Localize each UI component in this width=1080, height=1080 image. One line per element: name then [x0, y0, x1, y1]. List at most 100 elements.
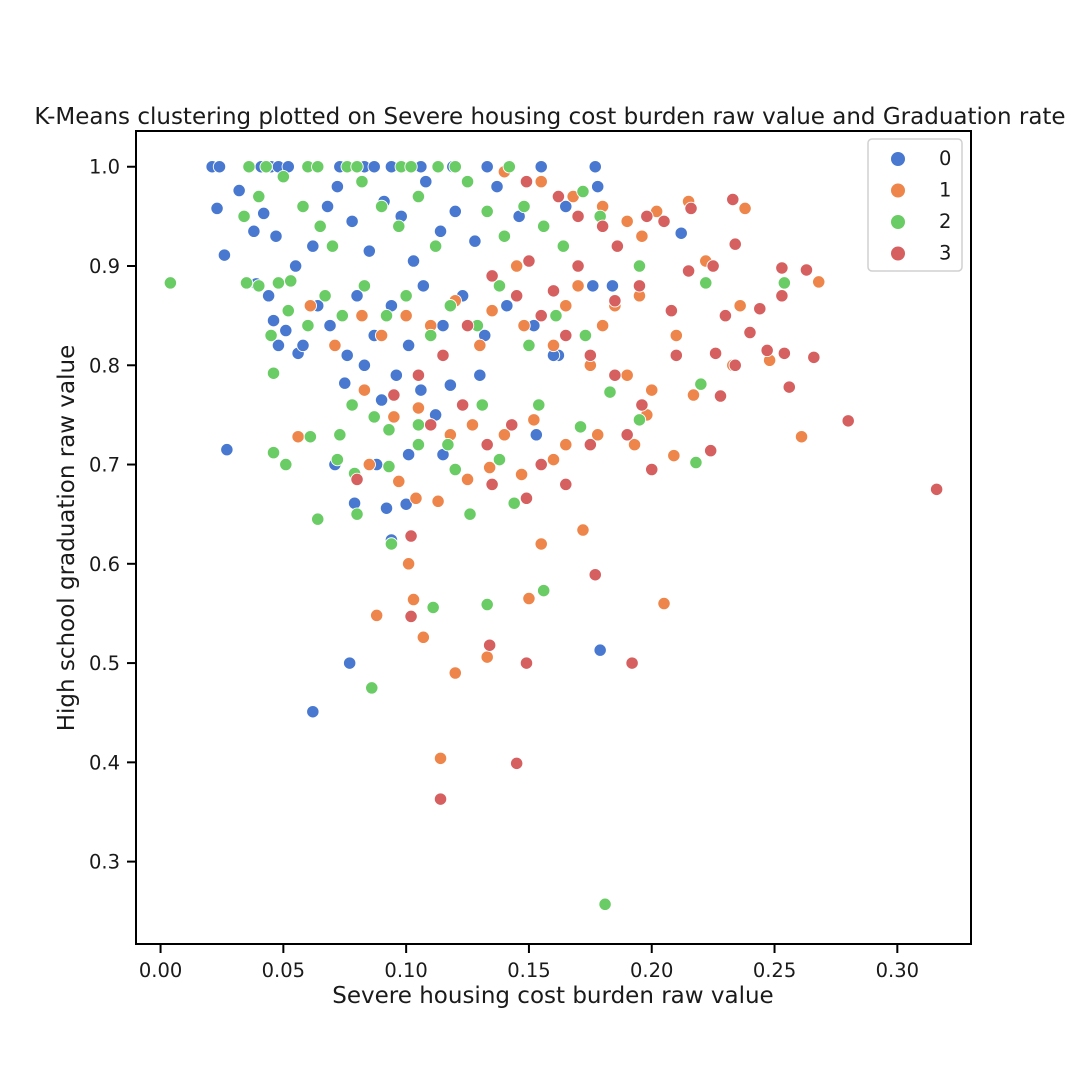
- data-point-cluster-2: [502, 160, 516, 174]
- data-point-cluster-2: [463, 507, 477, 521]
- data-point-cluster-3: [505, 418, 519, 432]
- data-point-cluster-0: [269, 229, 283, 243]
- data-point-cluster-1: [794, 430, 809, 444]
- data-point-cluster-2: [426, 600, 440, 615]
- data-point-cluster-3: [571, 209, 585, 224]
- data-point-cluster-0: [586, 279, 600, 293]
- data-point-cluster-1: [514, 467, 529, 482]
- data-point-cluster-1: [328, 338, 342, 353]
- x-axis-ticks: 0.00 0.05 0.10 0.15 0.20 0.25 0.30: [139, 944, 919, 982]
- data-point-cluster-2: [237, 209, 251, 224]
- data-point-cluster-0: [296, 338, 310, 353]
- data-point-cluster-1: [517, 318, 531, 333]
- data-point-cluster-1: [399, 308, 413, 323]
- data-point-cluster-2: [411, 438, 426, 452]
- data-point-cluster-1: [635, 229, 649, 243]
- data-point-cluster-1: [431, 494, 445, 508]
- data-point-cluster-3: [480, 438, 494, 452]
- data-point-cluster-0: [350, 289, 364, 303]
- data-point-cluster-0: [343, 656, 357, 670]
- data-point-cluster-0: [401, 338, 416, 353]
- x-tick-label: 0.10: [384, 959, 427, 982]
- data-point-cluster-3: [551, 189, 566, 204]
- data-point-cluster-3: [522, 254, 536, 268]
- data-point-cluster-3: [411, 368, 426, 382]
- data-point-cluster-0: [468, 234, 482, 248]
- chart-title: K-Means clustering plotted on Severe hou…: [34, 104, 1065, 130]
- data-point-cluster-2: [424, 328, 438, 343]
- data-point-cluster-0: [220, 442, 234, 457]
- data-point-cluster-1: [645, 383, 659, 397]
- data-point-cluster-0: [401, 447, 416, 462]
- data-point-cluster-3: [807, 350, 821, 364]
- data-point-cluster-2: [252, 189, 266, 204]
- data-point-cluster-2: [507, 496, 521, 510]
- data-point-cluster-1: [291, 430, 305, 444]
- data-point-cluster-3: [559, 328, 573, 343]
- legend: 0 1 2 3: [867, 138, 963, 272]
- data-point-cluster-1: [480, 650, 494, 664]
- data-point-cluster-0: [217, 248, 232, 262]
- data-point-cluster-3: [404, 609, 418, 624]
- data-point-cluster-0: [416, 279, 430, 293]
- data-point-cluster-0: [588, 160, 602, 174]
- data-point-cluster-2: [689, 455, 703, 470]
- data-point-cluster-3: [620, 428, 634, 442]
- data-point-cluster-3: [777, 346, 792, 361]
- data-point-cluster-2: [694, 377, 708, 391]
- data-point-cluster-1: [812, 275, 826, 289]
- plot-area: [135, 130, 972, 945]
- data-point-cluster-2: [480, 597, 494, 612]
- data-point-cluster-3: [684, 201, 698, 216]
- data-point-cluster-3: [519, 491, 534, 505]
- x-tick-label: 0.15: [507, 959, 550, 982]
- legend-marker-1: [890, 182, 906, 199]
- data-point-cluster-0: [593, 643, 607, 657]
- data-point-cluster-2: [492, 279, 507, 293]
- data-point-cluster-3: [728, 358, 742, 372]
- data-point-cluster-1: [406, 592, 421, 607]
- data-point-cluster-0: [212, 160, 227, 174]
- data-point-cluster-2: [367, 410, 381, 424]
- data-point-cluster-3: [510, 289, 524, 303]
- data-point-cluster-3: [510, 756, 524, 770]
- data-point-cluster-0: [480, 160, 494, 174]
- data-point-cluster-3: [610, 239, 625, 253]
- y-tick-label: 0.9: [89, 255, 120, 278]
- data-point-cluster-3: [841, 414, 855, 428]
- data-point-cluster-2: [578, 328, 593, 343]
- data-point-cluster-0: [367, 160, 381, 174]
- data-point-cluster-1: [355, 308, 369, 323]
- data-point-cluster-0: [399, 497, 413, 511]
- data-point-cluster-1: [620, 214, 634, 228]
- data-point-cluster-3: [588, 568, 602, 582]
- data-points: [163, 160, 944, 911]
- data-point-cluster-1: [401, 557, 416, 571]
- data-point-cluster-1: [627, 438, 642, 452]
- data-point-cluster-0: [261, 289, 276, 303]
- data-point-cluster-2: [313, 219, 327, 233]
- data-point-cluster-1: [534, 174, 548, 189]
- data-point-cluster-0: [257, 206, 271, 221]
- data-point-cluster-1: [510, 259, 524, 273]
- data-point-cluster-2: [411, 189, 426, 204]
- data-point-cluster-1: [522, 591, 536, 606]
- x-tick-label: 0.05: [262, 959, 305, 982]
- data-point-cluster-3: [713, 389, 728, 403]
- data-point-cluster-0: [591, 179, 605, 194]
- x-tick-label: 0.30: [876, 959, 919, 982]
- data-point-cluster-2: [537, 583, 551, 598]
- data-point-cluster-3: [387, 388, 401, 402]
- data-point-cluster-3: [743, 325, 757, 340]
- legend-marker-0: [890, 151, 906, 167]
- data-point-cluster-2: [549, 308, 563, 323]
- data-point-cluster-0: [433, 224, 448, 238]
- data-point-cluster-2: [382, 459, 396, 474]
- data-point-cluster-2: [448, 160, 462, 174]
- data-point-cluster-1: [374, 328, 389, 343]
- data-point-cluster-1: [411, 401, 426, 415]
- data-point-cluster-2: [475, 398, 489, 412]
- data-point-cluster-3: [775, 261, 789, 275]
- data-point-cluster-3: [460, 318, 475, 333]
